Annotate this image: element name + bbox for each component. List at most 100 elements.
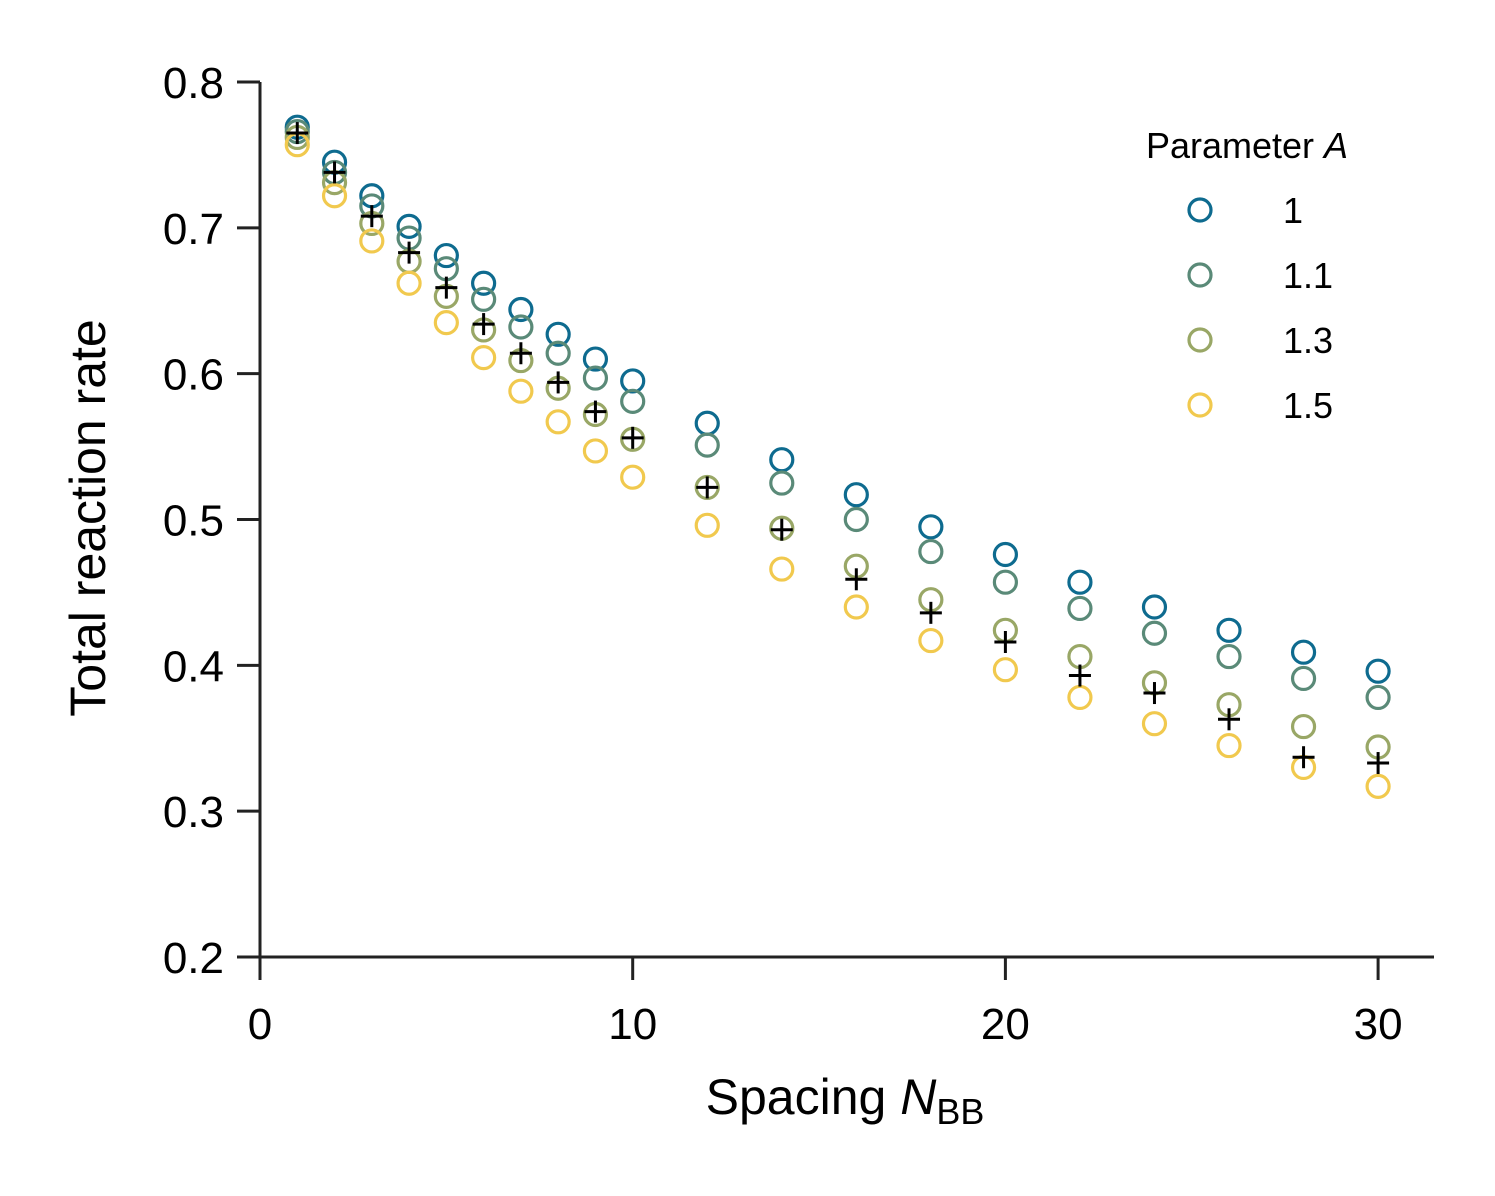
series-1 bbox=[284, 114, 1391, 684]
data-point bbox=[843, 506, 869, 533]
chart-ticks: 0.2 0.3 0.4 0.5 0.6 0.7 0.8 0 10 20 30 bbox=[163, 59, 1403, 1049]
legend: Parameter A 1 1.1 1.3 1.5 bbox=[1146, 125, 1348, 426]
data-point bbox=[433, 256, 459, 282]
data-point bbox=[1141, 620, 1168, 646]
data-point bbox=[396, 213, 422, 239]
y-tick-label: 0.8 bbox=[163, 59, 224, 108]
chart-axes bbox=[258, 82, 1434, 959]
data-point bbox=[471, 270, 497, 296]
data-point bbox=[471, 286, 497, 312]
data-point bbox=[769, 556, 795, 582]
data-point bbox=[582, 365, 609, 391]
plus-point bbox=[509, 342, 532, 365]
plus-point bbox=[1143, 682, 1166, 705]
data-point bbox=[992, 569, 1018, 595]
data-point bbox=[1365, 658, 1391, 684]
plus-point bbox=[770, 518, 793, 541]
data-point bbox=[1141, 594, 1168, 620]
data-point bbox=[620, 464, 646, 490]
y-tick-label: 0.5 bbox=[163, 497, 224, 546]
plus-point bbox=[360, 205, 383, 228]
data-point bbox=[918, 514, 944, 540]
plus-point bbox=[1292, 746, 1315, 769]
legend-label: 1.3 bbox=[1283, 320, 1333, 361]
data-point bbox=[396, 270, 422, 296]
data-point bbox=[992, 657, 1018, 683]
data-point bbox=[918, 627, 944, 654]
data-point bbox=[433, 242, 459, 269]
plus-point bbox=[323, 161, 346, 184]
data-point bbox=[992, 541, 1018, 568]
x-tick-label: 20 bbox=[981, 1000, 1030, 1049]
y-axis-label: Total reaction rate bbox=[60, 319, 116, 716]
legend-item: 1.5 bbox=[1187, 385, 1333, 426]
y-tick-label: 0.4 bbox=[163, 642, 224, 691]
x-axis-label-text: Spacing bbox=[706, 1069, 901, 1125]
data-point bbox=[918, 538, 944, 565]
legend-item: 1.1 bbox=[1187, 255, 1333, 296]
plus-point bbox=[994, 631, 1017, 653]
data-point bbox=[1365, 773, 1391, 799]
legend-title-var: A bbox=[1322, 125, 1348, 166]
x-axis-label: Spacing NBB bbox=[706, 1069, 985, 1132]
legend-item: 1.3 bbox=[1187, 320, 1333, 361]
plus-point bbox=[696, 476, 719, 499]
data-point bbox=[620, 388, 646, 414]
x-tick-label: 10 bbox=[608, 1000, 657, 1049]
y-tick-label: 0.2 bbox=[163, 934, 224, 983]
plus-point bbox=[547, 371, 570, 394]
data-point bbox=[1290, 713, 1317, 740]
data-point bbox=[1290, 639, 1317, 665]
chart-marks bbox=[284, 114, 1391, 799]
legend-title-text: Parameter bbox=[1146, 125, 1324, 166]
data-point bbox=[433, 310, 459, 336]
data-point bbox=[508, 314, 534, 340]
plus-point bbox=[286, 122, 309, 145]
data-point bbox=[694, 432, 720, 458]
data-point bbox=[843, 482, 869, 508]
data-point bbox=[1365, 684, 1391, 711]
series-1.3 bbox=[284, 124, 1391, 760]
legend-label: 1 bbox=[1283, 190, 1303, 231]
y-tick-label: 0.6 bbox=[163, 351, 224, 400]
data-point bbox=[471, 345, 497, 371]
data-point bbox=[1216, 617, 1242, 643]
legend-marker bbox=[1187, 262, 1213, 288]
legend-marker bbox=[1187, 392, 1213, 418]
data-point bbox=[843, 594, 869, 620]
plus-point bbox=[1068, 664, 1091, 687]
data-point bbox=[582, 346, 609, 372]
data-point bbox=[545, 321, 571, 347]
x-axis-label-var: N bbox=[900, 1069, 937, 1125]
legend-item: 1 bbox=[1187, 190, 1303, 231]
data-point bbox=[694, 512, 720, 538]
data-point bbox=[508, 378, 534, 404]
data-point bbox=[1067, 569, 1093, 595]
data-point bbox=[1216, 732, 1242, 759]
plus-point bbox=[919, 601, 942, 624]
plus-point bbox=[398, 241, 421, 264]
y-tick-label: 0.3 bbox=[163, 788, 224, 837]
y-tick-label: 0.7 bbox=[163, 205, 224, 254]
plus-point bbox=[584, 400, 607, 423]
data-point bbox=[620, 368, 646, 394]
data-point bbox=[359, 228, 385, 254]
plus-marker-series bbox=[286, 122, 1390, 775]
data-point bbox=[1067, 595, 1093, 622]
legend-title: Parameter A bbox=[1146, 125, 1348, 166]
data-point bbox=[769, 470, 795, 496]
data-point bbox=[1067, 684, 1093, 711]
data-point bbox=[508, 296, 534, 323]
data-point bbox=[1290, 665, 1317, 692]
legend-marker bbox=[1187, 197, 1213, 223]
data-point bbox=[769, 447, 795, 473]
legend-marker bbox=[1187, 327, 1213, 353]
legend-label: 1.5 bbox=[1283, 385, 1333, 426]
x-tick-label: 0 bbox=[248, 1000, 272, 1049]
data-point bbox=[545, 409, 571, 435]
data-point bbox=[694, 410, 720, 436]
plus-point bbox=[472, 313, 495, 336]
data-point bbox=[1216, 643, 1242, 670]
x-tick-label: 30 bbox=[1354, 1000, 1403, 1049]
